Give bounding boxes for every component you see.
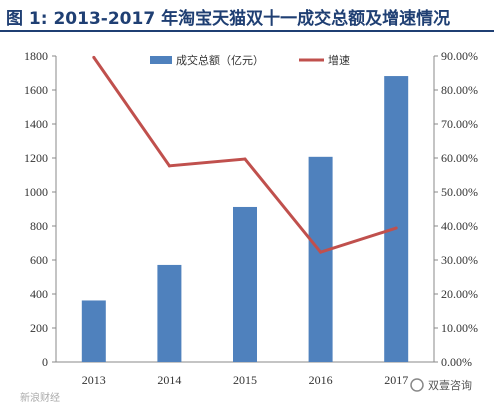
y-left-tick-label: 1000 (24, 185, 48, 199)
x-tick-label: 2014 (157, 373, 181, 387)
y-right-tick-label: 30.00% (441, 253, 478, 267)
y-right-tick-label: 0.00% (441, 355, 472, 369)
legend: 成交总额（亿元） 增速 (150, 53, 350, 67)
line-point (394, 226, 398, 230)
legend-bar-swatch (150, 56, 172, 64)
y-right-tick-label: 40.00% (441, 219, 478, 233)
y-right-tick-label: 50.00% (441, 185, 478, 199)
x-tick-label: 2017 (384, 373, 408, 387)
y-left-tick-label: 800 (30, 219, 48, 233)
bar (157, 264, 182, 362)
legend-bar-label: 成交总额（亿元） (176, 53, 264, 67)
bar (233, 206, 257, 362)
x-tick-label: 2016 (309, 373, 333, 387)
y-right-tick-label: 20.00% (441, 287, 478, 301)
y-right-tick-label: 80.00% (441, 83, 478, 97)
x-tick-label: 2015 (233, 373, 257, 387)
line-point (243, 157, 247, 161)
line-series (92, 55, 398, 254)
y-left-tick-label: 400 (30, 287, 48, 301)
y-left-tick-label: 1400 (24, 117, 48, 131)
x-tick-label: 2013 (82, 373, 106, 387)
bar (384, 76, 409, 362)
y-left-tick-label: 1200 (24, 151, 48, 165)
bar (81, 300, 106, 362)
y-left-tick-label: 0 (42, 355, 48, 369)
y-right-tick-label: 70.00% (441, 117, 478, 131)
y-right-tick-label: 10.00% (441, 321, 478, 335)
title-rule (0, 30, 494, 32)
y-left-tick-label: 1800 (24, 49, 48, 63)
y-left-tick-label: 600 (30, 253, 48, 267)
watermark-text: 新浪财经 (20, 391, 60, 404)
brand-logo: 双壹咨询 (410, 378, 472, 392)
chart-title: 图 1: 2013-2017 年淘宝天猫双十一成交总额及增速情况 (6, 9, 451, 29)
y-right-tick-label: 90.00% (441, 49, 478, 63)
line-point (92, 55, 96, 59)
y-right-tick-label: 60.00% (441, 151, 478, 165)
line-point (167, 164, 171, 168)
y-left-tick-label: 1600 (24, 83, 48, 97)
legend-line-label: 增速 (328, 53, 350, 67)
brand-text: 双壹咨询 (428, 378, 472, 392)
bar-series (81, 76, 409, 362)
line-point (319, 250, 323, 254)
bar (308, 156, 333, 362)
brand-icon (410, 378, 424, 392)
y-left-tick-label: 200 (30, 321, 48, 335)
axes: 0 200 400 600 800 1000 1200 1400 1600 1800 0.00% 10… (24, 49, 478, 387)
